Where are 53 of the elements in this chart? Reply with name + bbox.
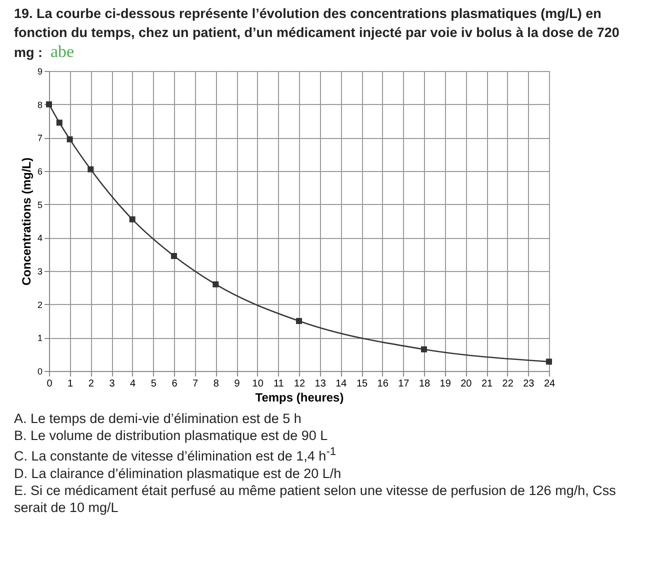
x-tick-label: 0: [46, 378, 53, 390]
x-tick-label: 12: [294, 378, 306, 390]
y-tick-label: 4: [37, 233, 42, 244]
x-tick-label: 6: [172, 378, 178, 390]
point: [296, 318, 302, 324]
x-tick-label: 10: [252, 378, 264, 390]
x-tick-label: 20: [460, 378, 472, 390]
y-tick-label: 2: [37, 300, 42, 310]
y-tick-label: 3: [37, 266, 42, 276]
x-tick-label: 22: [502, 378, 514, 390]
x-tick-label: 2: [88, 378, 94, 390]
point: [88, 166, 94, 172]
x-tick-label: 14: [336, 378, 348, 390]
x-tick-label: 11: [273, 378, 284, 390]
x-tick-label: 4: [130, 378, 136, 390]
y-tick-label: 9: [37, 66, 42, 76]
x-tick-label: 1: [68, 378, 74, 390]
text: D. La clairance d’élimination plasmatique est de 20 L/h: [14, 464, 342, 482]
point: [56, 120, 62, 126]
x-tick-label: 8: [213, 378, 220, 390]
y-tick-label: 0: [37, 366, 42, 376]
x-tick-label: 19: [440, 378, 452, 390]
y-axis-title: Concentrations (mg/L): [19, 158, 34, 286]
x-tick-label: 3: [109, 378, 116, 390]
x-tick-label: 16: [377, 378, 389, 390]
point: [129, 216, 136, 222]
text: abe: [50, 42, 74, 61]
x-tick-label: 5: [150, 378, 157, 390]
point: [212, 281, 219, 288]
x-tick-label: 18: [418, 378, 430, 390]
y-tick-label: 7: [37, 133, 42, 144]
point: [171, 253, 177, 259]
x-axis-title: Temps (heures): [255, 390, 344, 404]
point: [546, 358, 552, 365]
x-tick-label: 9: [234, 378, 240, 390]
text: E. Si ce médicament était perfusé au même patient selon une vitesse de perfusion de 126 mg/h, Css serait de 10 mg/L: [14, 482, 617, 516]
y-tick-label: 8: [37, 100, 42, 110]
point: [46, 101, 52, 108]
text: B. Le volume de distribution plasmatique est de 90 L: [14, 427, 329, 444]
x-tick-label: 13: [314, 378, 326, 390]
x-tick-label: 23: [523, 378, 535, 390]
x-tick-label: 24: [544, 378, 556, 390]
x-tick-label: 7: [192, 378, 199, 390]
y-tick-label: 1: [37, 333, 42, 344]
x-tick-label: 15: [356, 378, 368, 390]
y-tick-label: 6: [37, 166, 42, 176]
point: [421, 346, 427, 352]
text: C. La constante de vitesse d’élimination est de 1,4 h$^{-1}$: [14, 445, 338, 464]
x-tick-label: 17: [398, 378, 410, 390]
y-tick-label: 5: [37, 200, 42, 210]
x-tick-label: 21: [481, 378, 493, 390]
point: [66, 136, 73, 142]
text: A. Le temps de demi-vie d’élimination est de 5 h: [14, 410, 302, 427]
